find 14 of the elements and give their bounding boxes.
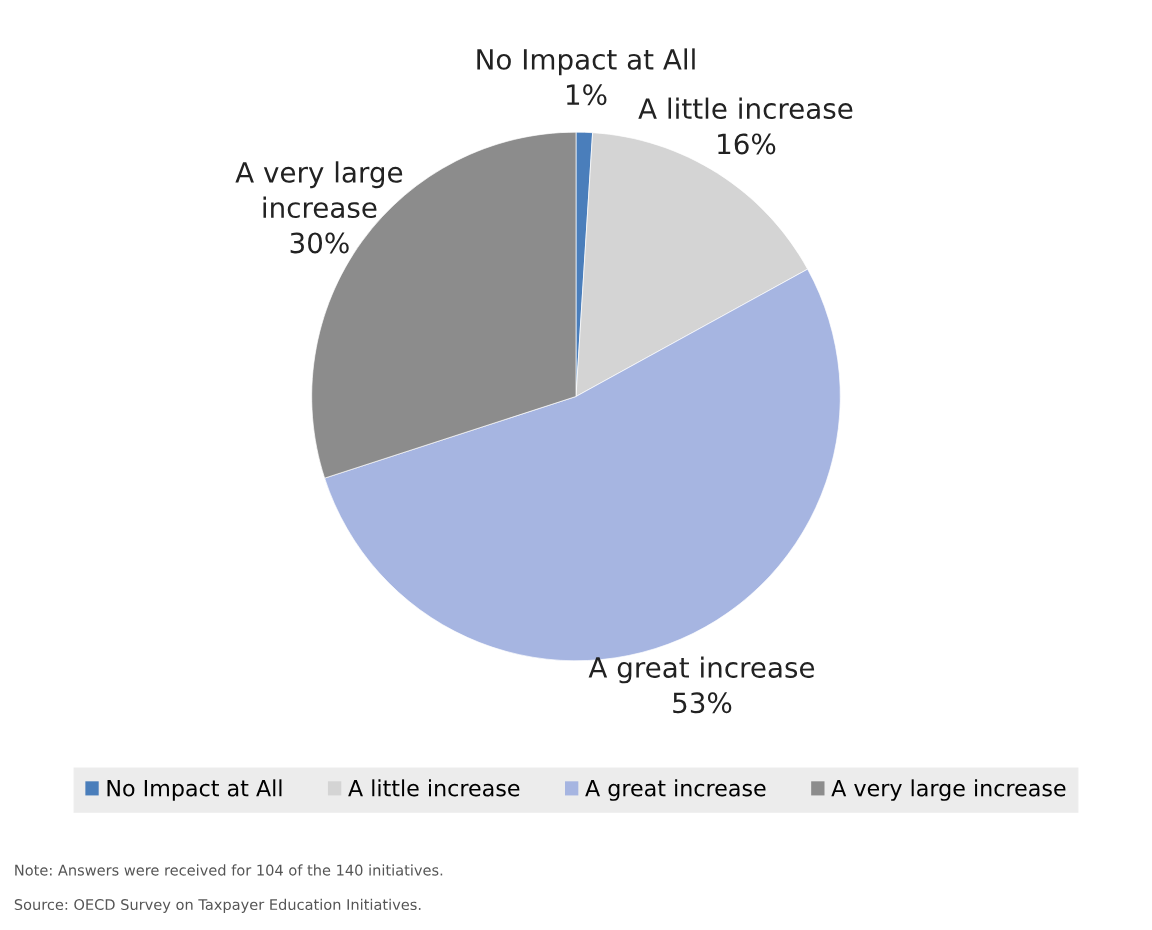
data-label: 30% bbox=[290, 232, 349, 254]
slice-label: A very large increase bbox=[235, 161, 403, 219]
data-label: 1% bbox=[566, 84, 607, 106]
data-label: 53% bbox=[673, 692, 732, 714]
slice-label: No Impact at All bbox=[477, 48, 695, 76]
slice-label: A great increase bbox=[588, 656, 815, 684]
legend-label: A very large increase bbox=[831, 779, 1066, 801]
legend-label: A great increase bbox=[585, 779, 766, 801]
slice-label: A little increase bbox=[638, 97, 853, 120]
text: Note: Answers were received for 104 of the 140 initiatives. bbox=[15, 864, 443, 876]
legend-label: A little increase bbox=[348, 779, 520, 797]
legend-label: No Impact at All bbox=[107, 779, 282, 801]
data-label: 16% bbox=[718, 133, 776, 155]
source-note: Source: OECD Survey on Taxpayer Education Initiatives. bbox=[14, 898, 421, 913]
